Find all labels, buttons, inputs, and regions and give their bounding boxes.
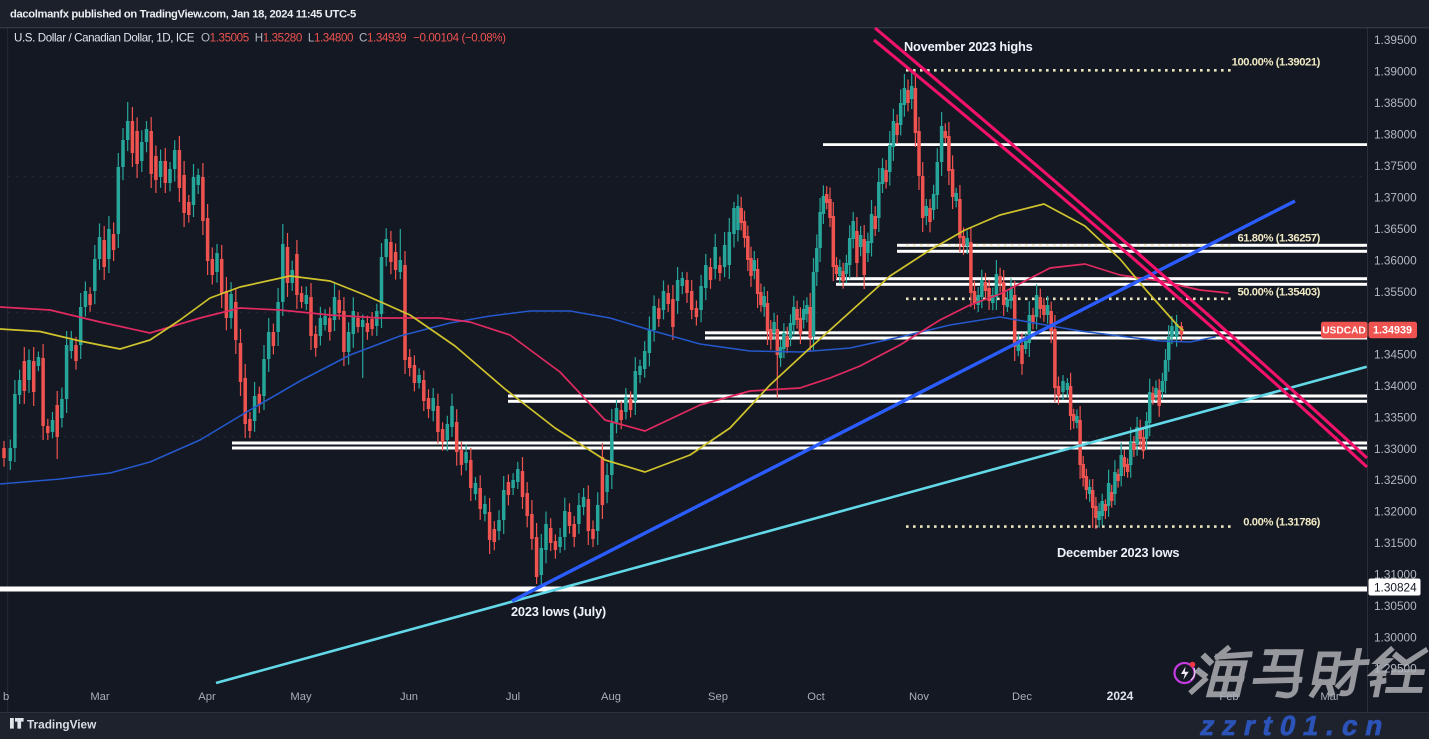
svg-text:1.33000: 1.33000 [1374, 442, 1417, 456]
svg-text:1.31000: 1.31000 [1374, 567, 1417, 581]
svg-text:50.00% (1.35403): 50.00% (1.35403) [1237, 287, 1320, 299]
svg-text:1.38500: 1.38500 [1374, 96, 1417, 110]
svg-text:Dec: Dec [1012, 691, 1032, 703]
svg-text:Jun: Jun [400, 691, 418, 703]
svg-text:1.34000: 1.34000 [1374, 379, 1417, 393]
svg-text:1.36000: 1.36000 [1374, 254, 1417, 268]
svg-text:61.80% (1.36257): 61.80% (1.36257) [1237, 233, 1320, 245]
svg-text:1.39500: 1.39500 [1374, 33, 1417, 47]
svg-text:1.29500: 1.29500 [1374, 662, 1417, 676]
svg-text:1.34939: 1.34939 [1373, 325, 1412, 337]
svg-text:1.35500: 1.35500 [1374, 285, 1417, 299]
svg-text:Apr: Apr [198, 691, 216, 703]
svg-text:2024: 2024 [1107, 689, 1134, 703]
svg-text:Mar: Mar [90, 691, 110, 703]
svg-text:1.34500: 1.34500 [1374, 348, 1417, 362]
svg-text:May: May [290, 691, 312, 703]
svg-text:1.39000: 1.39000 [1374, 65, 1417, 79]
svg-text:1.30824: 1.30824 [1374, 581, 1417, 595]
svg-text:Sep: Sep [708, 691, 728, 703]
svg-text:Oct: Oct [807, 691, 825, 703]
svg-text:Jul: Jul [506, 691, 520, 703]
svg-text:1.32000: 1.32000 [1374, 505, 1417, 519]
svg-text:0.00% (1.31786): 0.00% (1.31786) [1243, 517, 1320, 529]
svg-text:1.37500: 1.37500 [1374, 159, 1417, 173]
svg-text:Nov: Nov [909, 691, 929, 703]
svg-text:1.31500: 1.31500 [1374, 536, 1417, 550]
svg-text:1.36500: 1.36500 [1374, 222, 1417, 236]
svg-text:1.30500: 1.30500 [1374, 599, 1417, 613]
svg-text:November 2023 highs: November 2023 highs [904, 39, 1033, 54]
svg-text:1.32500: 1.32500 [1374, 473, 1417, 487]
svg-text:dacolmanfx published on Tradin: dacolmanfx published on TradingView.com,… [10, 9, 356, 21]
svg-text:100.00% (1.39021): 100.00% (1.39021) [1232, 57, 1321, 69]
svg-text:1.37000: 1.37000 [1374, 191, 1417, 205]
svg-text:b: b [3, 691, 9, 703]
svg-text:1.33500: 1.33500 [1374, 410, 1417, 424]
svg-text:Mar: Mar [1320, 691, 1340, 703]
svg-text:TradingView: TradingView [27, 718, 97, 732]
svg-text:2023 lows (July): 2023 lows (July) [511, 604, 606, 619]
svg-text:zzrt01.cn: zzrt01.cn [1198, 710, 1394, 739]
svg-text:December 2023 lows: December 2023 lows [1057, 545, 1179, 560]
svg-text:1.30000: 1.30000 [1374, 630, 1417, 644]
svg-text:U.S. Dollar / Canadian Dollar,: U.S. Dollar / Canadian Dollar, 1D, ICE O1… [14, 32, 506, 45]
svg-text:1.38000: 1.38000 [1374, 128, 1417, 142]
svg-text:USDCAD: USDCAD [1322, 325, 1366, 336]
svg-text:Aug: Aug [601, 691, 621, 703]
svg-text:Feb: Feb [1219, 691, 1238, 703]
